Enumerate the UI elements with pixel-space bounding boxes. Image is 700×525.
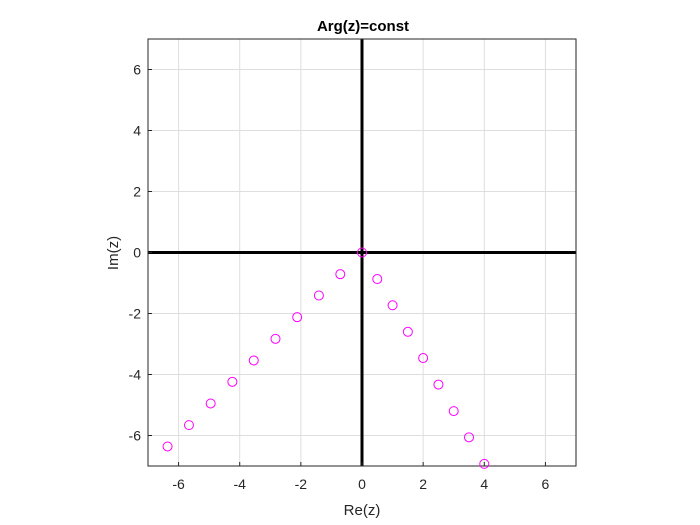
y-tick-label: -4: [129, 367, 142, 383]
data-point: [448, 406, 459, 417]
x-tick-label: 0: [358, 476, 366, 492]
data-point: [335, 269, 346, 280]
data-point: [270, 333, 281, 344]
data-point: [313, 290, 324, 301]
data-point: [372, 274, 383, 285]
y-tick-label: 2: [133, 184, 141, 200]
y-tick-label: 0: [133, 245, 141, 261]
y-tick-label: -6: [129, 428, 142, 444]
x-tick-label: 2: [419, 476, 427, 492]
x-tick-label: -6: [172, 476, 185, 492]
data-point: [162, 441, 173, 452]
data-point: [183, 420, 194, 431]
zero-axes: [148, 39, 576, 466]
x-tick-labels: -6 -4 -2 0 2 4 6: [172, 462, 550, 492]
y-tick-label: 4: [133, 123, 141, 139]
data-point: [433, 379, 444, 390]
data-point: [357, 247, 367, 258]
chart-title: Arg(z)=const: [317, 18, 409, 35]
y-tick-label: -2: [129, 306, 142, 322]
data-points: [162, 247, 490, 469]
y-tick-label: 6: [133, 62, 141, 78]
data-point: [479, 458, 490, 469]
data-point: [227, 376, 238, 387]
x-tick-label: 4: [480, 476, 488, 492]
data-point: [464, 432, 474, 443]
data-point: [387, 300, 398, 311]
x-tick-label: 6: [542, 476, 550, 492]
data-point: [402, 326, 413, 337]
data-point: [248, 355, 259, 366]
x-tick-label: -2: [295, 476, 308, 492]
y-tick-labels: -6 -4 -2 0 2 4 6: [129, 62, 152, 444]
data-point: [205, 398, 216, 409]
y-axis-label: Im(z): [105, 236, 122, 270]
data-point: [292, 312, 303, 323]
x-axis-label: Re(z): [344, 502, 381, 519]
data-point: [418, 353, 429, 364]
x-tick-label: -4: [233, 476, 246, 492]
